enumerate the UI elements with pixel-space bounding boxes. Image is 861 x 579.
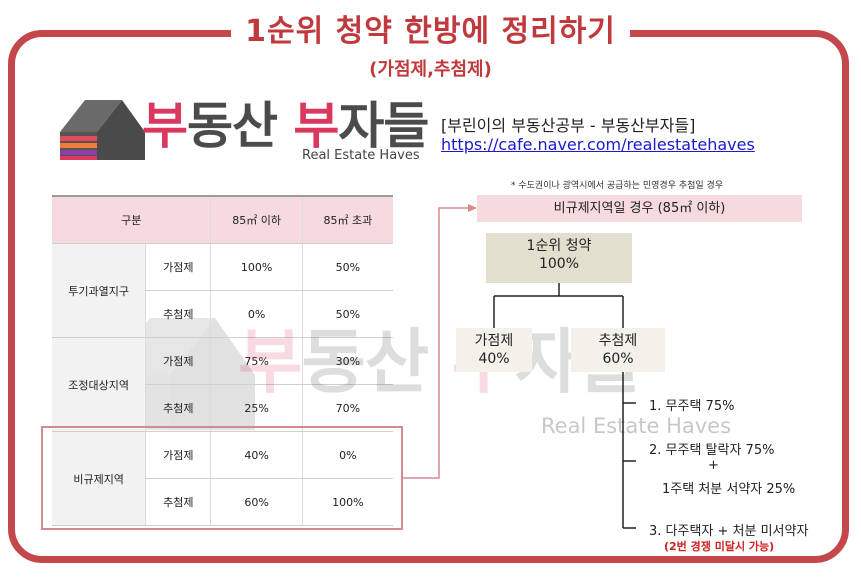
- value-cell: 30%: [301, 337, 393, 385]
- value-cell: 60%: [210, 478, 303, 526]
- value-cell: 0%: [301, 431, 393, 479]
- section-band: 비규제지역일 경우 (85㎡ 이하): [477, 195, 802, 222]
- lottery-node: 추첨제 60%: [571, 328, 665, 372]
- type-cell: 가점제: [145, 337, 211, 385]
- value-cell: 100%: [301, 478, 393, 526]
- priority-item: 1. 무주택 75%: [649, 399, 735, 414]
- header-category: 구분: [52, 195, 211, 244]
- region-cell: 조정대상지역: [52, 337, 146, 432]
- house-logo-icon: [60, 100, 145, 160]
- warning-note: (2번 경쟁 미달시 가능): [664, 540, 775, 553]
- type-cell: 추첨제: [145, 478, 211, 526]
- points-node: 가점제 40%: [456, 328, 532, 372]
- footnote: * 수도권이나 광역시에서 공급하는 민영경우 추첨일 경우: [511, 181, 724, 191]
- value-cell: 75%: [210, 337, 303, 385]
- type-cell: 추첨제: [145, 290, 211, 338]
- type-cell: 가점제: [145, 431, 211, 479]
- table-row: 투기과열지구 가점제 100% 50%: [52, 243, 393, 338]
- priority-item: 3. 다주택자 + 처분 미서약자: [649, 524, 809, 539]
- value-cell: 50%: [301, 243, 393, 291]
- title-area: 1순위 청약 한방에 정리하기: [0, 6, 861, 50]
- value-cell: 100%: [210, 243, 303, 291]
- logo-wordmark: 부동산 부자들: [142, 97, 429, 155]
- root-node: 1순위 청약 100%: [486, 233, 632, 283]
- type-cell: 가점제: [145, 243, 211, 291]
- table-row: 추첨제 60% 100%: [52, 478, 393, 526]
- header-le85: 85㎡ 이하: [210, 195, 303, 244]
- cafe-name: [부린이의 부동산공부 - 부동산부자들]: [441, 116, 696, 135]
- priority-item: 2. 무주택 탈락자 75%: [649, 443, 775, 458]
- page-title: 1순위 청약 한방에 정리하기: [231, 6, 630, 50]
- value-cell: 0%: [210, 290, 303, 338]
- value-cell: 50%: [301, 290, 393, 338]
- table-row: 조정대상지역 가점제 75% 30%: [52, 337, 393, 432]
- region-cell: 비규제지역: [52, 431, 146, 526]
- cafe-link[interactable]: https://cafe.naver.com/realestatehaves: [441, 135, 755, 154]
- table-row: 비규제지역 가점제 40% 0%: [52, 431, 393, 526]
- value-cell: 70%: [301, 384, 393, 432]
- allocation-table: 구분 85㎡ 이하 85㎡ 초과 투기과열지구 가점제 100% 50% 추첨제…: [52, 195, 393, 526]
- page-subtitle: (가점제,추첨제): [369, 59, 492, 80]
- priority-item: 1주택 처분 서약자 25%: [662, 482, 796, 497]
- highlight-box: [41, 426, 403, 530]
- plus-sign: +: [708, 458, 719, 473]
- table-row: 추첨제 0% 50%: [52, 290, 393, 338]
- value-cell: 25%: [210, 384, 303, 432]
- region-cell: 투기과열지구: [52, 243, 146, 338]
- logo-subtext: Real Estate Haves: [302, 148, 420, 163]
- table-row: 추첨제 25% 70%: [52, 384, 393, 432]
- header-gt85: 85㎡ 초과: [301, 195, 393, 244]
- table-header-row: 구분 85㎡ 이하 85㎡ 초과: [52, 195, 393, 244]
- value-cell: 40%: [210, 431, 303, 479]
- watermark-subtext: Real Estate Haves: [541, 414, 732, 438]
- type-cell: 추첨제: [145, 384, 211, 432]
